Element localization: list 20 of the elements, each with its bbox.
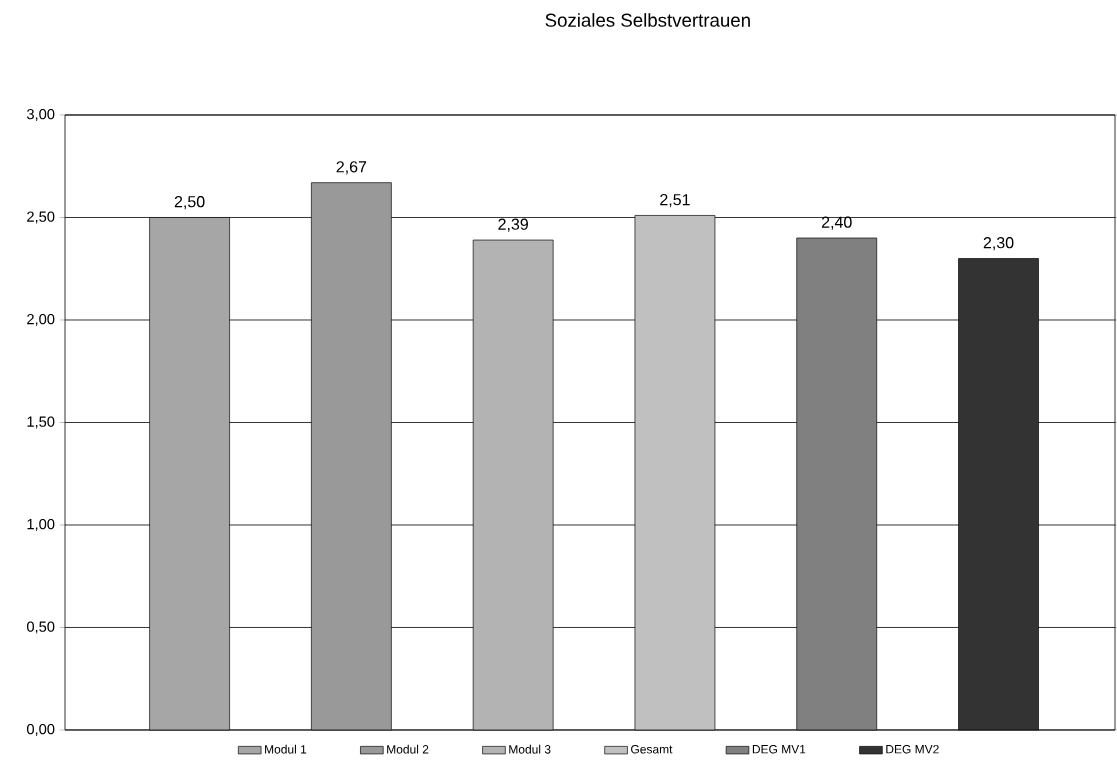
- legend-label: DEG MV2: [886, 744, 939, 754]
- legend-label: Modul 2: [387, 744, 429, 754]
- y-tick-label: 2,00: [27, 313, 55, 327]
- y-tick-label: 0,00: [26, 723, 55, 737]
- legend-label: Modul 1: [265, 744, 307, 754]
- data-label: 2,50: [174, 196, 205, 210]
- legend-label: Gesamt: [631, 744, 673, 754]
- data-label: 2,67: [336, 161, 367, 175]
- y-tick-label: 3,00: [26, 108, 55, 122]
- y-tick-label: 2,50: [27, 211, 55, 224]
- data-label: 2,40: [821, 216, 852, 230]
- y-tick-label: 0,50: [26, 621, 55, 634]
- data-label: 2,51: [660, 193, 690, 208]
- y-tick-label: 1,00: [27, 518, 55, 532]
- legend-label: Modul 3: [509, 744, 551, 754]
- legend-label: DEG MV1: [752, 744, 806, 754]
- chart-title: Soziales Selbstvertrauen: [545, 13, 750, 27]
- data-label: 2,39: [498, 218, 528, 232]
- data-label: 2,30: [983, 237, 1014, 251]
- y-tick-label: 1,50: [27, 416, 55, 429]
